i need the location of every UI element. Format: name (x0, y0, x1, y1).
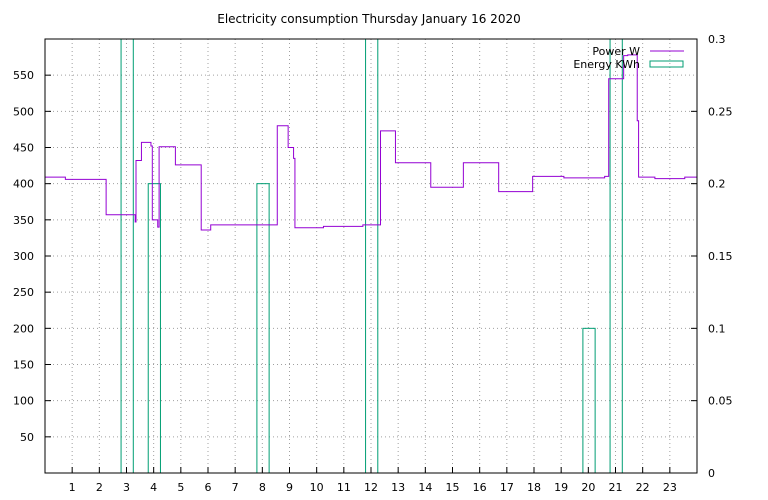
chart-title: Electricity consumption Thursday January… (217, 12, 521, 26)
x-tick-label: 1 (69, 481, 76, 494)
y2-tick-label: 0.2 (708, 178, 726, 191)
x-tick-label: 22 (636, 481, 650, 494)
x-tick-label: 16 (473, 481, 487, 494)
y2-tick-label: 0.1 (708, 322, 726, 335)
y-tick-label: 500 (13, 105, 34, 118)
x-tick-label: 2 (96, 481, 103, 494)
y-tick-label: 100 (13, 395, 34, 408)
y2-tick-label: 0.25 (708, 105, 733, 118)
y2-tick-label: 0 (708, 467, 715, 480)
y-tick-label: 450 (13, 142, 34, 155)
x-tick-label: 5 (177, 481, 184, 494)
x-tick-label: 6 (205, 481, 212, 494)
x-tick-label: 8 (259, 481, 266, 494)
energy-bar (256, 183, 270, 474)
x-tick-label: 15 (446, 481, 460, 494)
y-tick-label: 150 (13, 359, 34, 372)
x-tick-label: 13 (391, 481, 405, 494)
y-tick-label: 550 (13, 69, 34, 82)
power-line (45, 54, 697, 231)
x-tick-label: 3 (123, 481, 130, 494)
legend-swatch-energy (649, 60, 684, 68)
x-tick-label: 9 (286, 481, 293, 494)
x-tick-label: 19 (554, 481, 568, 494)
x-tick-label: 18 (527, 481, 541, 494)
x-tick-label: 7 (232, 481, 239, 494)
y2-tick-label: 0.3 (708, 33, 726, 46)
x-tick-label: 23 (663, 481, 677, 494)
x-tick-label: 4 (150, 481, 157, 494)
y-tick-label: 300 (13, 250, 34, 263)
energy-bar (120, 38, 134, 474)
y2-tick-label: 0.15 (708, 250, 733, 263)
x-tick-label: 21 (609, 481, 623, 494)
energy-bar (609, 38, 623, 474)
legend-label-power: Power W (592, 45, 640, 58)
y-tick-label: 400 (13, 178, 34, 191)
x-tick-label: 17 (500, 481, 514, 494)
y-tick-label: 250 (13, 286, 34, 299)
legend-label-energy: Energy KWh (573, 58, 640, 71)
y-tick-label: 200 (13, 322, 34, 335)
y-tick-label: 350 (13, 214, 34, 227)
x-tick-label: 20 (581, 481, 595, 494)
x-tick-label: 14 (418, 481, 432, 494)
x-tick-label: 10 (310, 481, 324, 494)
y-tick-label: 50 (20, 431, 34, 444)
energy-bar (365, 38, 379, 474)
y2-tick-label: 0.05 (708, 395, 733, 408)
x-tick-label: 12 (364, 481, 378, 494)
x-tick-label: 11 (337, 481, 351, 494)
plot-border (44, 38, 698, 474)
